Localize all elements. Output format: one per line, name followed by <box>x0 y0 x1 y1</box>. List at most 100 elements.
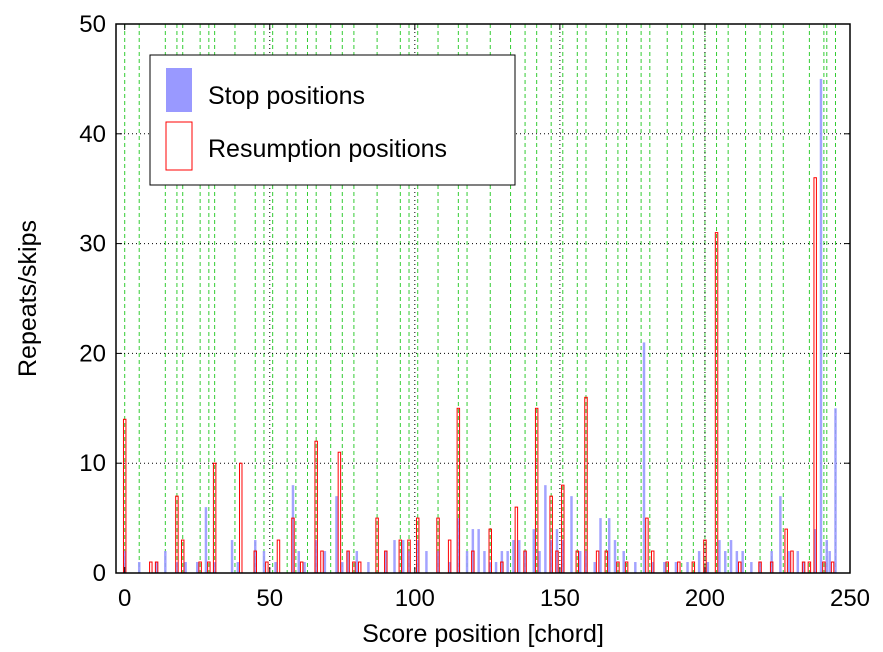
x-tick-label-3: 150 <box>540 585 580 612</box>
stop-bar-40 <box>506 551 509 573</box>
stop-bar-13 <box>274 562 277 573</box>
stop-bar-50 <box>570 496 573 573</box>
stop-bar-82 <box>834 408 837 573</box>
stop-bar-45 <box>538 551 541 573</box>
x-tick-label-1: 50 <box>256 585 283 612</box>
stop-bar-27 <box>407 551 411 573</box>
stop-bar-69 <box>735 551 739 573</box>
stop-bar-47 <box>549 540 553 573</box>
stop-bar-28 <box>416 540 419 573</box>
stop-bar-80 <box>825 540 829 573</box>
stop-bar-22 <box>355 551 359 573</box>
stop-bar-6 <box>196 562 199 573</box>
stop-bar-4 <box>175 562 179 573</box>
stop-bar-57 <box>622 551 625 573</box>
stop-bar-53 <box>593 562 596 573</box>
stop-bar-78 <box>813 529 817 573</box>
stop-bar-62 <box>674 562 678 573</box>
stop-bar-46 <box>544 485 547 573</box>
stop-bar-16 <box>303 562 306 573</box>
stop-bar-75 <box>787 551 791 573</box>
y-tick-label-1: 10 <box>79 450 106 477</box>
legend-swatch-stop <box>166 68 192 112</box>
legend: Stop positions Resumption positions <box>149 54 516 186</box>
y-tick-label-2: 20 <box>79 340 106 367</box>
stop-bar-76 <box>796 551 800 573</box>
stop-bar-2 <box>155 562 158 573</box>
stop-bar-66 <box>718 540 721 573</box>
legend-box <box>149 54 516 186</box>
stop-bar-20 <box>341 562 344 573</box>
stop-position-bars <box>123 78 837 574</box>
stop-bar-68 <box>729 540 733 573</box>
stop-bar-5 <box>184 562 187 573</box>
stop-bar-81 <box>828 551 831 573</box>
stop-bar-19 <box>335 496 338 573</box>
y-tick-label-4: 40 <box>79 121 106 148</box>
stop-bar-17 <box>314 540 318 573</box>
stop-bar-3 <box>164 551 167 573</box>
stop-bar-72 <box>758 562 762 573</box>
stop-bar-55 <box>607 518 611 573</box>
stop-bar-12 <box>262 551 266 573</box>
x-tick-labels: 0 50 100 150 200 250 <box>118 585 870 612</box>
stop-bar-67 <box>724 551 727 573</box>
x-tick-label-5: 250 <box>830 585 870 612</box>
stop-bar-42 <box>518 540 521 573</box>
stop-bar-58 <box>634 562 637 573</box>
y-tick-label-0: 0 <box>93 560 106 587</box>
stop-bar-44 <box>532 529 536 573</box>
stop-bar-77 <box>802 562 805 573</box>
stop-bar-59 <box>642 342 646 573</box>
stop-bar-14 <box>291 485 295 573</box>
stop-bar-65 <box>706 562 710 573</box>
y-tick-label-3: 30 <box>79 231 106 258</box>
y-tick-labels: 0 10 20 30 40 50 <box>79 11 106 587</box>
stop-bar-70 <box>741 551 744 573</box>
stop-bar-49 <box>561 540 565 573</box>
axis-ticks <box>116 23 851 574</box>
stop-bar-31 <box>448 562 451 573</box>
x-tick-label-4: 200 <box>685 585 725 612</box>
stop-bar-41 <box>512 540 515 573</box>
stop-bar-21 <box>346 551 350 573</box>
x-tick-label-0: 0 <box>118 585 131 612</box>
stop-bar-9 <box>230 540 234 573</box>
stop-bar-36 <box>483 551 486 573</box>
stop-bar-26 <box>401 540 405 573</box>
stop-bar-1 <box>137 562 141 573</box>
stop-bar-10 <box>236 562 240 573</box>
stop-bar-32 <box>457 518 460 573</box>
stop-bar-60 <box>651 562 654 573</box>
stop-bar-25 <box>393 540 396 573</box>
stop-bar-8 <box>213 562 216 573</box>
stop-bar-7 <box>204 507 208 573</box>
y-tick-label-5: 50 <box>79 11 106 38</box>
stop-bar-63 <box>686 562 689 573</box>
x-axis-label: Score position [chord] <box>362 620 604 648</box>
stop-bar-43 <box>523 551 527 573</box>
stop-bar-35 <box>477 529 480 573</box>
stop-bar-18 <box>323 551 327 573</box>
legend-swatch-resumption <box>165 121 193 171</box>
stop-bar-56 <box>613 540 617 573</box>
stop-bar-23 <box>367 562 370 573</box>
stop-bar-79 <box>819 78 823 574</box>
plot-frame <box>115 23 851 574</box>
stop-bar-51 <box>578 551 582 573</box>
stop-bar-33 <box>465 551 469 573</box>
stop-bar-30 <box>436 551 440 573</box>
legend-label-stop: Stop positions <box>208 82 365 110</box>
y-axis-label: Repeats/skips <box>14 220 42 377</box>
stop-bar-29 <box>425 551 428 573</box>
stop-bar-15 <box>297 551 301 573</box>
stop-bar-24 <box>384 551 388 573</box>
legend-label-resumption: Resumption positions <box>208 135 447 163</box>
stop-bar-61 <box>663 562 666 573</box>
stop-bar-54 <box>599 518 602 573</box>
stop-bar-37 <box>489 562 492 573</box>
stop-bar-74 <box>779 496 782 573</box>
stop-bar-11 <box>254 540 257 573</box>
stop-bar-38 <box>494 562 498 573</box>
